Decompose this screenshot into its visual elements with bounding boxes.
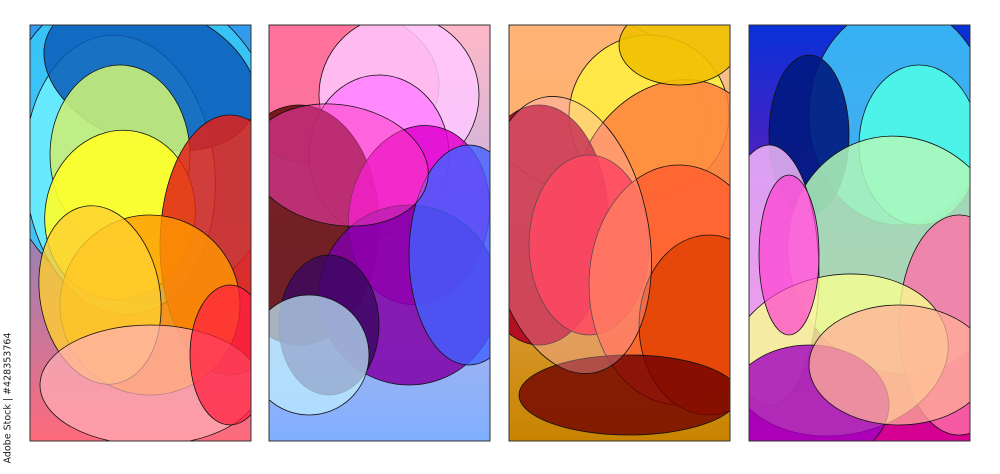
panel-1 [29, 24, 252, 442]
panel-2 [268, 24, 491, 442]
stock-credit: Adobe Stock | #428353764 [2, 332, 14, 464]
panel-3 [508, 24, 731, 442]
ellipse-shape [509, 96, 652, 374]
ellipse-shape [808, 304, 970, 426]
ellipse-shape [618, 25, 730, 86]
ellipse-shape [269, 294, 370, 416]
ellipse-shape [758, 174, 820, 336]
ellipse-shape [189, 284, 251, 426]
panel-border [508, 24, 731, 442]
ellipse-shape [518, 354, 730, 436]
ellipse-shape [269, 103, 429, 227]
panel-border [29, 24, 252, 442]
panel-4 [748, 24, 971, 442]
ellipse-shape [408, 144, 490, 366]
panel-border [268, 24, 491, 442]
panel-border [748, 24, 971, 442]
